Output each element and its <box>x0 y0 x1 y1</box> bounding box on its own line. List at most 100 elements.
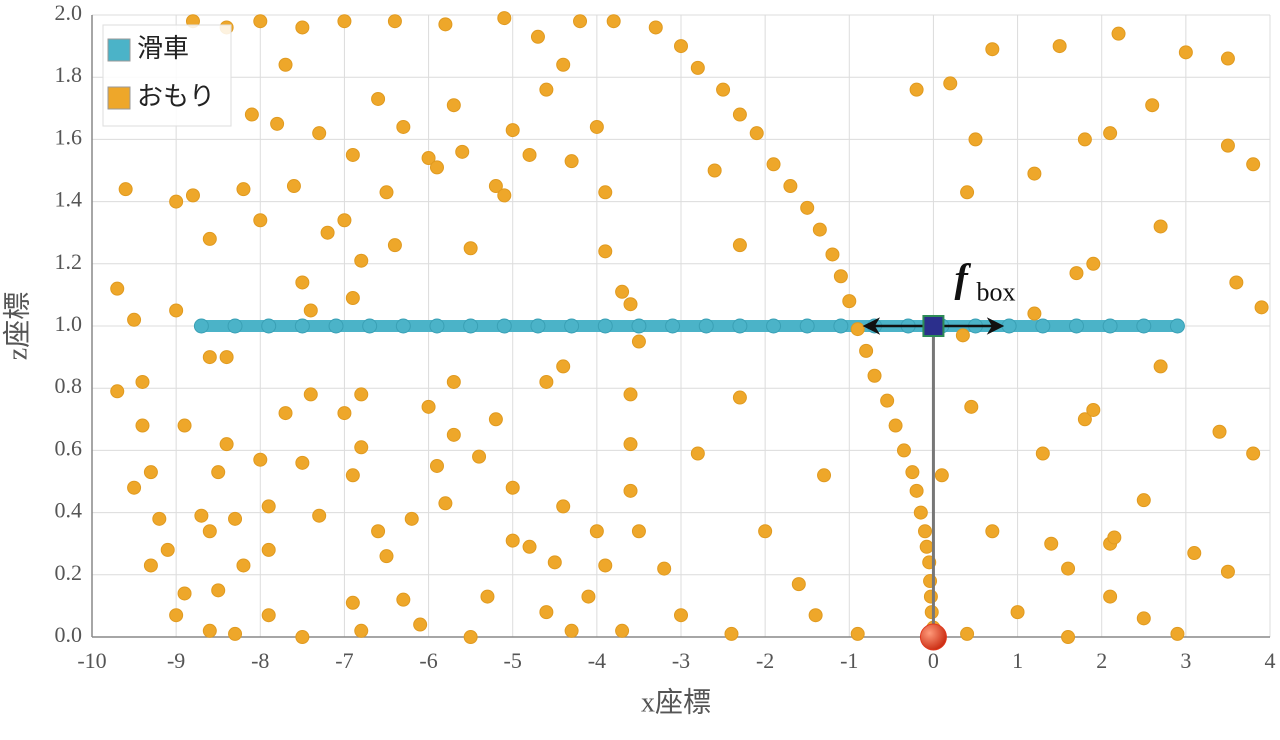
data-point <box>497 11 512 26</box>
data-point <box>623 387 638 402</box>
data-point <box>253 452 268 467</box>
x-tick-label: -8 <box>251 648 269 673</box>
data-point <box>354 623 369 638</box>
data-point <box>1077 412 1092 427</box>
data-point <box>362 318 378 334</box>
y-tick-label: 0.8 <box>55 373 83 398</box>
data-point <box>295 20 310 35</box>
data-point <box>1111 26 1126 41</box>
data-point <box>303 387 318 402</box>
data-point <box>169 608 184 623</box>
x-tick-label: -5 <box>504 648 522 673</box>
data-point <box>1136 318 1152 334</box>
data-point <box>749 126 764 141</box>
data-point <box>110 281 125 296</box>
data-point <box>934 468 949 483</box>
data-point <box>758 524 773 539</box>
data-point <box>732 390 747 405</box>
data-point <box>253 14 268 29</box>
data-point <box>236 182 251 197</box>
data-point <box>404 511 419 526</box>
data-point <box>160 542 175 557</box>
data-point <box>732 238 747 253</box>
data-point <box>1044 536 1059 551</box>
data-point <box>530 29 545 44</box>
data-point <box>968 132 983 147</box>
data-point <box>556 359 571 374</box>
data-point <box>278 406 293 421</box>
data-point <box>312 126 327 141</box>
data-point <box>488 412 503 427</box>
x-tick-label: 3 <box>1180 648 1191 673</box>
data-point <box>1220 138 1235 153</box>
data-point <box>960 626 975 641</box>
data-point <box>598 185 613 200</box>
data-point <box>312 508 327 523</box>
data-point <box>337 406 352 421</box>
data-point <box>379 549 394 564</box>
data-point <box>110 384 125 399</box>
data-point <box>724 626 739 641</box>
data-point <box>985 42 1000 57</box>
data-point <box>867 368 882 383</box>
data-point <box>539 374 554 389</box>
data-point <box>1010 605 1025 620</box>
data-point <box>923 589 938 604</box>
data-point <box>943 76 958 91</box>
data-point <box>429 160 444 175</box>
data-point <box>648 20 663 35</box>
x-axis-label: x座標 <box>641 686 711 718</box>
data-point <box>985 524 1000 539</box>
data-point <box>1103 126 1118 141</box>
data-point <box>143 465 158 480</box>
data-point <box>429 458 444 473</box>
data-point <box>556 499 571 514</box>
data-point <box>1170 626 1185 641</box>
data-point <box>1052 39 1067 54</box>
data-point <box>497 188 512 203</box>
data-point <box>379 185 394 200</box>
y-tick-label: 0.4 <box>55 498 83 523</box>
data-point <box>488 179 503 194</box>
annotation: f <box>954 256 971 301</box>
data-point <box>1246 157 1261 172</box>
data-point <box>690 60 705 75</box>
data-point <box>219 350 234 365</box>
data-point <box>345 595 360 610</box>
data-point <box>1169 318 1185 334</box>
y-tick-label: 1.8 <box>55 62 83 87</box>
data-point <box>345 291 360 306</box>
data-point <box>496 318 512 334</box>
data-point <box>1086 402 1101 417</box>
data-point <box>261 542 276 557</box>
data-point <box>387 14 402 29</box>
data-point <box>455 144 470 159</box>
data-point <box>799 318 815 334</box>
data-point <box>698 318 714 334</box>
x-tick-label: -2 <box>756 648 774 673</box>
data-point <box>337 14 352 29</box>
data-point <box>211 465 226 480</box>
data-point <box>211 583 226 598</box>
data-point <box>438 496 453 511</box>
box-marker <box>922 315 945 337</box>
data-point <box>396 592 411 607</box>
data-point <box>135 418 150 433</box>
y-tick-label: 0.2 <box>55 560 83 585</box>
data-point <box>1061 630 1076 644</box>
data-point <box>539 82 554 97</box>
x-tick-label: -6 <box>419 648 437 673</box>
data-point <box>589 524 604 539</box>
data-point <box>1103 589 1118 604</box>
data-point <box>522 147 537 162</box>
data-point <box>185 188 200 203</box>
y-tick-label: 0.6 <box>55 435 83 460</box>
data-point <box>909 82 924 97</box>
data-point <box>396 119 411 134</box>
data-point <box>202 524 217 539</box>
data-point <box>1068 318 1084 334</box>
x-tick-label: -1 <box>840 648 858 673</box>
x-tick-label: 1 <box>1012 648 1023 673</box>
data-point <box>227 318 243 334</box>
data-point <box>909 483 924 498</box>
